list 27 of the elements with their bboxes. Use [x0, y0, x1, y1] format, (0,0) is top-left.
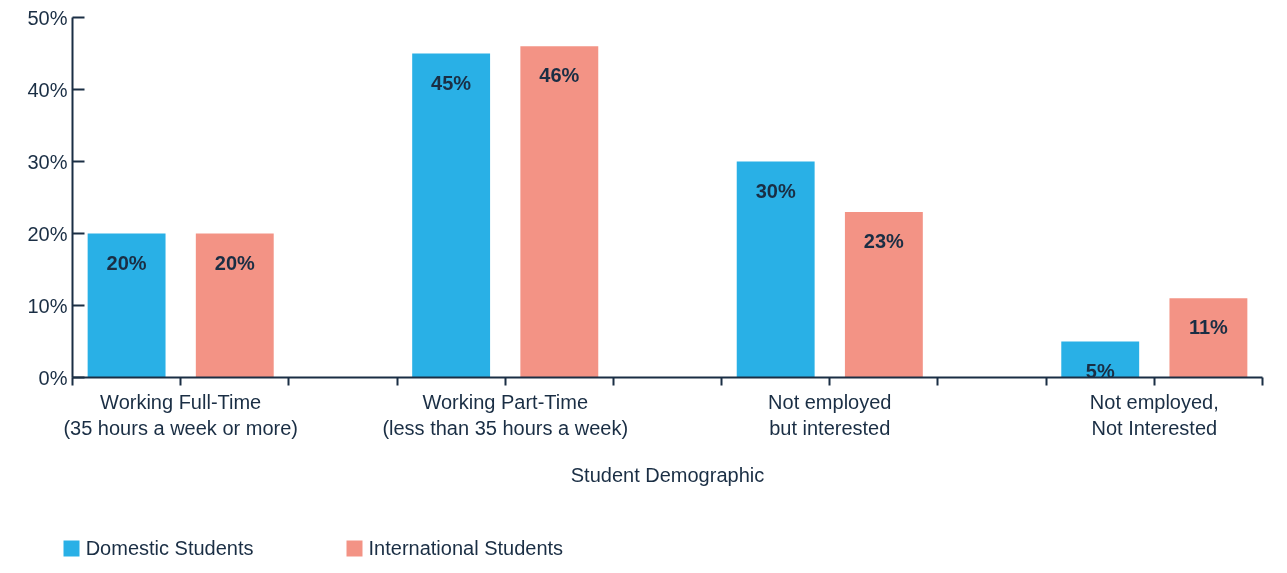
x-tick-label: Working Part-Time (less than 35 hours a week) — [382, 390, 629, 439]
bar — [87, 233, 166, 378]
bar — [1169, 298, 1248, 378]
data-label: 20% — [106, 251, 147, 274]
data-label: 46% — [539, 64, 580, 87]
x-tick-label: Not employed but interested — [768, 390, 892, 439]
bar — [844, 211, 923, 378]
bar — [520, 46, 599, 378]
y-tick-label: 40% — [27, 78, 68, 101]
y-tick-label: 0% — [38, 366, 68, 389]
y-tick-label: 20% — [27, 222, 68, 245]
x-tick-label: Not employed, Not Interested — [1089, 390, 1219, 439]
bar — [195, 233, 274, 378]
data-label: 30% — [755, 179, 796, 202]
data-label: 23% — [863, 229, 905, 252]
y-tick-label: 30% — [27, 150, 68, 173]
data-label: 45% — [431, 71, 472, 94]
data-label: 20% — [214, 251, 255, 274]
legend-label: International Students — [368, 536, 564, 560]
bar — [412, 53, 491, 378]
data-label: 11% — [1188, 316, 1229, 339]
bar — [736, 161, 815, 378]
y-tick-label: 50% — [27, 6, 68, 29]
x-axis-title: Student Demographic — [570, 463, 765, 486]
x-tick-label: Working Full-Time (35 hours a week or more) — [63, 390, 298, 439]
legend-label: Domestic Students — [85, 536, 254, 560]
y-tick-label: 10% — [27, 294, 68, 317]
